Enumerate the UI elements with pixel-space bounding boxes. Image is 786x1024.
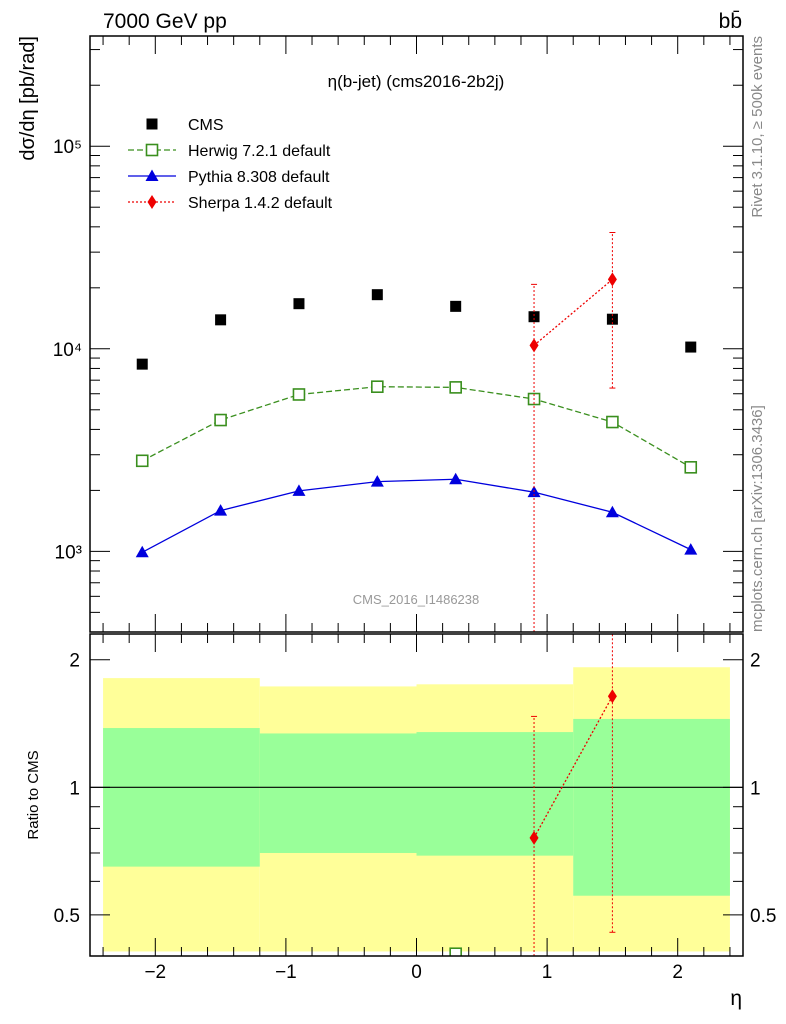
series-2-point	[214, 504, 228, 516]
series-3-point	[529, 338, 539, 353]
ratio-y-axis-label: Ratio to CMS	[25, 750, 42, 839]
ratio-y-tick-label-right: 2	[750, 651, 761, 672]
uncertainty-band-inner	[416, 732, 574, 856]
ratio-y-tick-label-right: 0.5	[750, 906, 776, 927]
ratio-y-tick-label: 2	[69, 651, 80, 672]
legend-label: Pythia 8.308 default	[188, 169, 330, 186]
uncertainty-band-inner	[259, 733, 417, 853]
series-1-point	[292, 388, 306, 401]
y-axis-label: dσ/dη [pb/rad]	[17, 36, 39, 161]
x-tick-label: 1	[542, 962, 553, 983]
x-tick-label: 0	[411, 962, 422, 983]
legend-marker	[145, 169, 159, 181]
series-1-point	[371, 380, 384, 394]
ratio-series-0-line	[533, 695, 613, 839]
series-0-point	[528, 311, 540, 323]
legend-label: Herwig 7.2.1 default	[188, 143, 331, 160]
series-2-point	[370, 475, 384, 487]
series-2-point	[292, 484, 306, 496]
ratio-panel: −2 −1 0 1 2 0.5 0.5 1 1 2 2 Ratio to CMS η	[25, 633, 776, 1010]
process-label: bb̄	[719, 10, 742, 33]
rivet-label: Rivet 3.1.10, ≥ 500k events	[749, 36, 766, 218]
x-tick-label: −2	[144, 962, 166, 983]
x-tick-label: −1	[275, 962, 297, 983]
x-axis-label: η	[730, 987, 742, 1010]
legend: CMS Herwig 7.2.1 default Pythia 8.308 defa…	[128, 117, 333, 212]
series-0-point	[136, 358, 148, 370]
ratio-y-tick-label: 1	[69, 778, 80, 799]
uncertainty-band-inner	[103, 728, 260, 867]
y-tick-label: 10⁴	[53, 340, 82, 361]
series-0-point	[685, 341, 697, 353]
series-3-line	[533, 278, 613, 346]
series-0-point	[293, 298, 305, 310]
legend-label: CMS	[188, 117, 224, 134]
legend-label: Sherpa 1.4.2 default	[188, 195, 333, 212]
mcplots-label: mcplots.cern.ch [arXiv:1306.3436]	[749, 405, 766, 632]
series-1-point	[606, 415, 619, 429]
series-2-point	[449, 472, 463, 485]
watermark: CMS_2016_I1486238	[353, 592, 480, 607]
series-0-point	[450, 300, 462, 312]
series-0-point	[215, 314, 227, 326]
series-2-point	[684, 543, 698, 555]
series-0-point	[371, 289, 383, 301]
series-1-point	[684, 461, 698, 474]
legend-marker	[147, 195, 157, 209]
ratio-series-0-point	[529, 830, 539, 845]
uncertainty-band-inner	[573, 718, 730, 896]
series-2-point	[605, 505, 619, 518]
legend-marker	[146, 118, 158, 130]
ratio-series-1-point	[449, 947, 462, 956]
series-1-point	[135, 454, 149, 468]
series-2-line	[141, 478, 692, 553]
ratio-y-tick-label-right: 1	[750, 778, 761, 799]
series-1-point	[449, 381, 462, 394]
x-tick-label: 2	[672, 962, 683, 983]
ratio-series-0-point	[607, 689, 617, 704]
y-tick-label: 10³	[55, 542, 82, 563]
series-2-point	[135, 545, 149, 558]
energy-label: 7000 GeV pp	[103, 10, 227, 33]
main-title: η(b-jet) (cms2016-2b2j)	[328, 72, 505, 91]
legend-marker	[145, 143, 159, 157]
main-panel: 10³ 10⁴ 10⁵ η(b-jet) (cms2016-2b2j) CMS_20…	[17, 35, 744, 633]
ratio-y-tick-label: 0.5	[54, 906, 80, 927]
series-3-point	[607, 272, 617, 287]
y-tick-label: 10⁵	[53, 137, 82, 158]
series-1-point	[214, 413, 227, 427]
series-1-line	[141, 386, 692, 468]
